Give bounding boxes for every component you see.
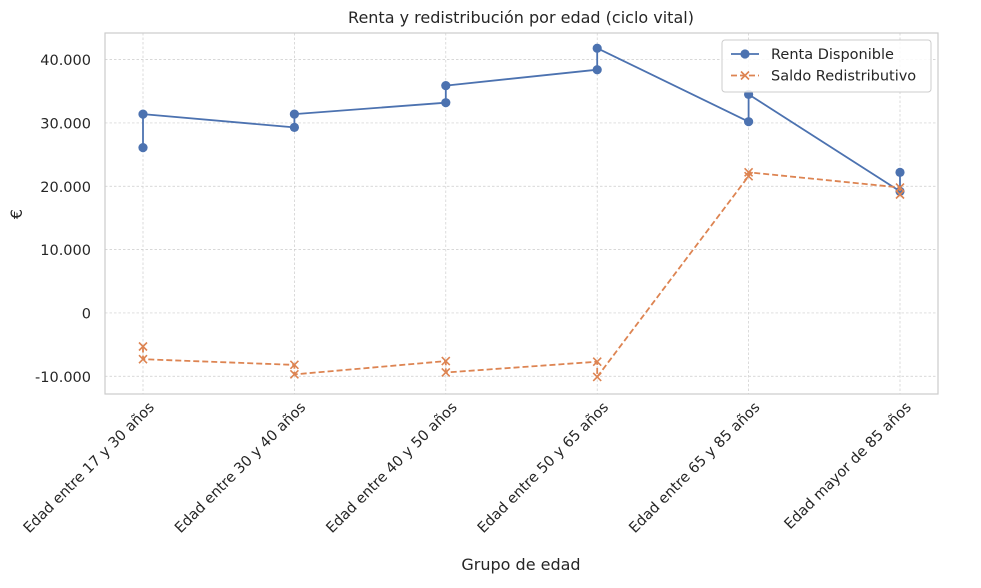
x-tick-label: Edad entre 30 y 40 años <box>172 400 309 537</box>
data-point <box>289 360 299 370</box>
data-point <box>441 98 451 108</box>
y-tick-label: 30.000 <box>40 116 91 132</box>
series-line <box>142 171 901 378</box>
data-point <box>744 167 754 177</box>
data-point <box>138 109 148 119</box>
data-point <box>744 171 754 181</box>
data-point <box>289 369 299 379</box>
plot-frame <box>104 32 939 395</box>
data-point <box>138 354 148 364</box>
plot-area <box>105 33 938 394</box>
y-tick-label: -10.000 <box>35 370 91 386</box>
y-tick-label: 20.000 <box>40 180 91 196</box>
data-point <box>138 143 148 153</box>
data-point <box>592 372 602 382</box>
data-point <box>138 341 148 352</box>
data-point <box>895 182 905 193</box>
data-point <box>441 356 451 366</box>
y-tick-label: 0 <box>82 306 91 322</box>
data-point <box>441 80 451 91</box>
legend-marker <box>740 49 750 59</box>
series-group <box>138 43 905 382</box>
y-tick-label: 40.000 <box>40 53 91 69</box>
legend-marker <box>740 70 750 81</box>
x-axis-label: Grupo de edad <box>461 555 580 574</box>
data-point <box>441 367 451 378</box>
data-point <box>592 65 602 75</box>
data-point <box>592 357 602 367</box>
legend: Renta Disponible Saldo Redistributivo <box>721 39 932 93</box>
data-point <box>289 109 299 119</box>
legend-label: Saldo Redistributivo <box>771 69 916 85</box>
y-axis-ticks: -10.000 0 10.000 20.000 30.000 40.000 <box>35 53 91 386</box>
x-axis-ticks: Edad entre 17 y 30 años Edad entre 30 y 4… <box>21 400 915 537</box>
y-axis-label: € <box>7 209 26 219</box>
x-tick-label: Edad entre 17 y 30 años <box>21 400 158 537</box>
legend-box <box>721 39 932 93</box>
x-tick-label: Edad mayor de 85 años <box>782 400 915 533</box>
x-tick-label: Edad entre 50 y 65 años <box>475 400 612 537</box>
data-point <box>895 189 905 200</box>
chart-title: Renta y redistribución por edad (ciclo v… <box>348 8 694 27</box>
data-point <box>592 43 602 53</box>
data-point <box>744 117 754 127</box>
legend-label: Renta Disponible <box>771 47 894 63</box>
x-tick-label: Edad entre 40 y 50 años <box>324 400 461 537</box>
x-tick-label: Edad entre 65 y 85 años <box>626 400 763 537</box>
data-point <box>289 122 299 132</box>
y-tick-label: 10.000 <box>40 243 91 259</box>
data-point <box>895 167 905 177</box>
series-line <box>142 47 901 193</box>
